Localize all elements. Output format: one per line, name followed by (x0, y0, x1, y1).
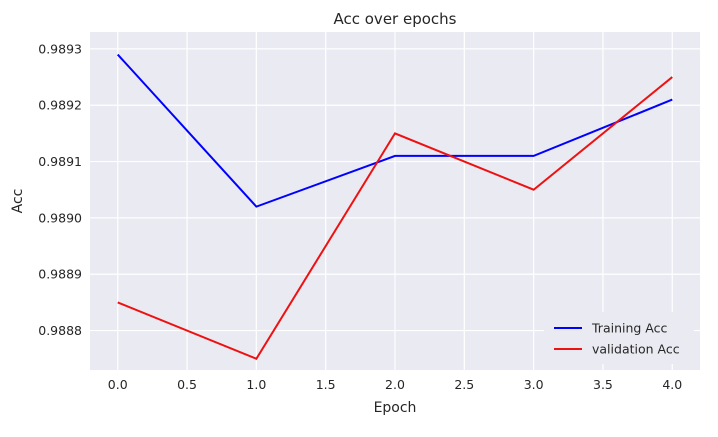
x-tick-labels: 0.0 0.5 1.0 1.5 2.0 2.5 3.0 3.5 4.0 (108, 377, 682, 392)
y-tick-label: 0.9890 (38, 210, 82, 225)
x-tick-label: 1.5 (316, 377, 336, 392)
legend: Training Acc validation Acc (544, 312, 694, 364)
series-lines (116, 53, 673, 360)
series-line-1 (117, 76, 673, 360)
x-tick-label: 2.5 (454, 377, 474, 392)
x-tick-label: 3.5 (593, 377, 613, 392)
x-tick-label: 2.0 (385, 377, 405, 392)
y-tick-label: 0.9889 (38, 267, 82, 282)
y-tick-label: 0.9892 (38, 98, 82, 113)
x-tick-label: 1.0 (246, 377, 266, 392)
y-axis-label: Acc (10, 189, 26, 214)
x-tick-label: 4.0 (662, 377, 682, 392)
series-line-0 (116, 53, 673, 208)
x-axis-label: Epoch (374, 400, 417, 416)
y-tick-labels: 0.9888 0.9889 0.9890 0.9891 0.9892 0.9893 (38, 41, 82, 338)
legend-box (544, 312, 694, 364)
x-tick-label: 0.5 (177, 377, 197, 392)
legend-label-0: Training Acc (591, 321, 667, 336)
chart-title: Acc over epochs (334, 10, 457, 28)
y-tick-label: 0.9893 (38, 41, 82, 56)
y-tick-label: 0.9888 (38, 323, 82, 338)
y-tick-label: 0.9891 (38, 154, 82, 169)
x-tick-label: 0.0 (108, 377, 128, 392)
legend-label-1: validation Acc (592, 342, 680, 357)
x-tick-label: 3.0 (524, 377, 544, 392)
